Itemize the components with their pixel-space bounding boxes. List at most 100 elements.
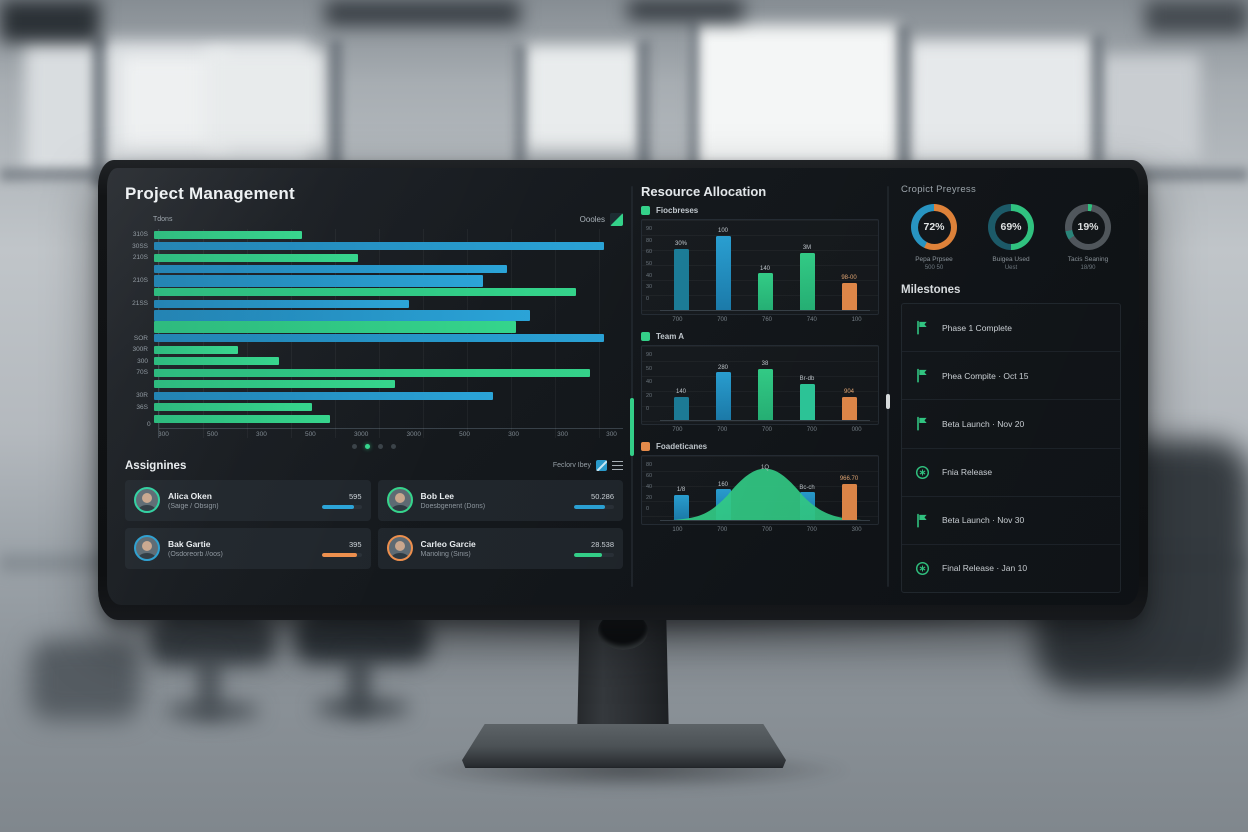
bar[interactable] bbox=[154, 368, 591, 377]
bar[interactable] bbox=[154, 265, 507, 274]
assignees-toolbar[interactable]: Feclorv Ibey bbox=[553, 460, 623, 471]
bar[interactable] bbox=[154, 345, 238, 354]
bar[interactable] bbox=[154, 242, 605, 251]
avatar-face bbox=[142, 541, 152, 551]
milestone-item[interactable]: Phea Compite · Oct 15 bbox=[902, 352, 1120, 401]
bar-value-label: 160 bbox=[717, 481, 728, 488]
legend-swatch bbox=[641, 442, 650, 451]
avatar bbox=[134, 487, 160, 513]
scrollbar-thumb[interactable] bbox=[886, 394, 890, 409]
bar[interactable] bbox=[799, 252, 815, 310]
milestone-item[interactable]: Beta Launch · Nov 30 bbox=[902, 497, 1120, 545]
donut-ring: 19% bbox=[1065, 204, 1111, 250]
bar[interactable] bbox=[154, 414, 331, 423]
assignee-name: Alica Oken bbox=[168, 490, 212, 501]
bar[interactable] bbox=[154, 230, 303, 239]
bar[interactable] bbox=[715, 235, 731, 310]
chart-type-icon[interactable] bbox=[610, 213, 623, 226]
bar[interactable] bbox=[154, 253, 359, 262]
chart-options[interactable]: Oooles bbox=[580, 213, 623, 226]
bar-slot: 140 bbox=[744, 228, 786, 310]
bar[interactable] bbox=[715, 372, 731, 420]
bar-slot: 1Q bbox=[744, 464, 786, 520]
bar[interactable] bbox=[154, 299, 410, 308]
assignee-stats: 50.286 bbox=[574, 492, 614, 509]
options-label: Oooles bbox=[579, 215, 605, 224]
hbar-row bbox=[125, 287, 623, 299]
edit-icon[interactable] bbox=[596, 460, 607, 471]
bar-value-label: 140 bbox=[675, 389, 686, 396]
bar[interactable] bbox=[757, 273, 773, 310]
bar-slot: 3M bbox=[786, 228, 828, 310]
milestone-item[interactable]: Fnia Release bbox=[902, 449, 1120, 497]
bar[interactable] bbox=[154, 309, 530, 321]
gridlines bbox=[158, 229, 621, 438]
hbar-row: 30R bbox=[125, 390, 623, 402]
bar[interactable] bbox=[841, 483, 857, 520]
bar[interactable] bbox=[841, 396, 857, 420]
donut-ring: 69% bbox=[988, 204, 1034, 250]
chart-plot: 90 80 60 50 40 30 0 30% 100 140 3M 98-00 bbox=[641, 219, 879, 315]
release-icon bbox=[915, 465, 930, 480]
bar[interactable] bbox=[757, 368, 773, 420]
chart-header: Tdons Oooles bbox=[125, 213, 623, 226]
chart-legend: Fiocbreses bbox=[641, 206, 879, 215]
x-axis-label: 100 bbox=[672, 527, 683, 533]
y-axis: 90 50 40 20 0 bbox=[646, 352, 652, 412]
gauge-label: Tacis Seaning bbox=[1067, 256, 1109, 263]
x-axis-label: 700 bbox=[672, 317, 683, 323]
assignee-card[interactable]: Bak Gartie (Osdoreorb //oos) 395 bbox=[125, 527, 371, 569]
y-axis-label: 90 bbox=[646, 352, 653, 358]
ceiling-shadow bbox=[0, 0, 100, 42]
assignee-card[interactable]: Bob Lee Doesbgenent (Dons) 50.286 bbox=[377, 479, 623, 521]
bar[interactable] bbox=[154, 275, 484, 287]
bar[interactable] bbox=[673, 396, 689, 420]
bar[interactable] bbox=[154, 288, 577, 297]
assignee-card[interactable]: Alica Oken (Saige / Obsign) 595 bbox=[125, 479, 371, 521]
window-mullion bbox=[898, 25, 910, 170]
window-mullion bbox=[688, 20, 698, 170]
ceiling-shadow bbox=[628, 0, 743, 20]
scrollbar-thumb[interactable] bbox=[630, 398, 634, 456]
bar[interactable] bbox=[154, 380, 396, 389]
panel-resource-allocation: Resource Allocation Fiocbreses 90 80 60 50 40… bbox=[641, 184, 879, 593]
x-axis-label: 100 bbox=[851, 317, 862, 323]
pagination-dot[interactable] bbox=[352, 443, 357, 449]
area-curve bbox=[672, 468, 862, 520]
bar[interactable] bbox=[154, 357, 280, 366]
hbar-row: 210S bbox=[125, 252, 623, 264]
y-axis-label: 60 bbox=[646, 473, 653, 479]
bar[interactable] bbox=[154, 403, 312, 412]
chart-legend: Foadeticanes bbox=[641, 442, 879, 451]
bar-value-label: 140 bbox=[759, 265, 770, 272]
bar[interactable] bbox=[799, 383, 815, 420]
bar[interactable] bbox=[154, 321, 516, 333]
milestone-item[interactable]: Final Release · Jan 10 bbox=[902, 545, 1120, 592]
window-mullion bbox=[515, 45, 525, 165]
ceiling-shadow bbox=[1145, 0, 1248, 34]
bar-value-label: 3M bbox=[802, 245, 812, 252]
bar[interactable] bbox=[673, 494, 689, 520]
toolbar-label: Feclorv Ibey bbox=[552, 462, 591, 469]
pagination-dot[interactable] bbox=[365, 443, 370, 449]
x-axis-label: 500 bbox=[207, 431, 218, 438]
bar[interactable] bbox=[154, 391, 493, 400]
x-axis-label: 300 bbox=[256, 431, 267, 438]
bar-slot: 100 bbox=[702, 228, 744, 310]
milestone-item[interactable]: Phase 1 Complete bbox=[902, 304, 1120, 353]
bar[interactable] bbox=[154, 334, 605, 343]
milestone-item[interactable]: Beta Launch · Nov 20 bbox=[902, 400, 1120, 449]
menu-icon[interactable] bbox=[612, 461, 623, 470]
bar-slot: 140 bbox=[660, 354, 702, 420]
bar-slot: 98-00 bbox=[828, 228, 870, 310]
bar[interactable] bbox=[841, 282, 857, 310]
bar[interactable] bbox=[673, 248, 689, 310]
y-axis-label: 20 bbox=[646, 495, 653, 501]
pagination-dot[interactable] bbox=[378, 443, 383, 449]
pagination-dot[interactable] bbox=[391, 443, 396, 449]
y-axis-label: 60 bbox=[646, 249, 653, 256]
x-axis-label: 700 bbox=[717, 317, 728, 323]
assignee-card[interactable]: Carleo Garcie Marioling (Sinis) 28.538 bbox=[377, 527, 623, 569]
y-axis: 80 60 40 20 0 bbox=[646, 462, 652, 512]
plot-area: 140 280 38 Br-db 904 bbox=[660, 354, 870, 421]
